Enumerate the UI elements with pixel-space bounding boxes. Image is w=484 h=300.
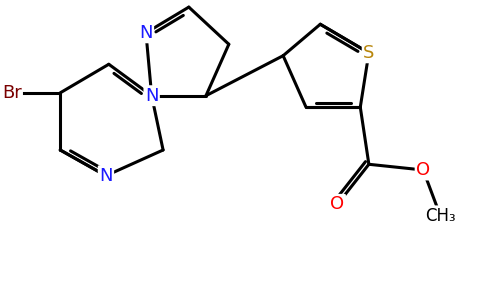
Text: N: N xyxy=(145,87,158,105)
Text: O: O xyxy=(331,195,345,213)
Text: O: O xyxy=(416,161,430,179)
Text: S: S xyxy=(363,44,375,62)
Text: N: N xyxy=(99,167,113,185)
Text: N: N xyxy=(139,24,152,42)
Text: CH₃: CH₃ xyxy=(425,207,455,225)
Text: Br: Br xyxy=(2,84,21,102)
